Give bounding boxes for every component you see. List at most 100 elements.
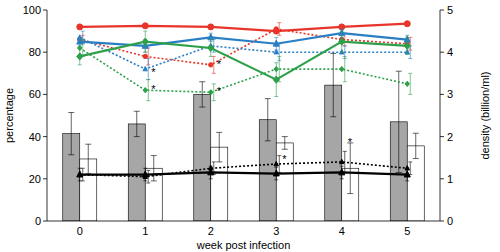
marker — [143, 54, 147, 58]
tick — [440, 10, 444, 11]
marker — [78, 45, 82, 50]
tick-label: 2 — [208, 225, 214, 237]
axis-title: density (billion/ml) — [479, 71, 491, 159]
error-bar — [347, 143, 353, 194]
tick-label: 3 — [273, 225, 279, 237]
tick — [43, 136, 47, 137]
tick-label: 0 — [77, 225, 83, 237]
line — [80, 42, 408, 80]
marker — [339, 38, 345, 45]
tick-label: 5 — [404, 225, 410, 237]
line — [80, 48, 408, 92]
marker — [273, 170, 279, 176]
error-bar — [405, 22, 409, 26]
tick — [43, 10, 47, 11]
error-bar — [68, 113, 74, 155]
axis-title: week post infection — [196, 239, 291, 251]
tick — [43, 94, 47, 95]
marker — [274, 66, 278, 71]
marker — [142, 38, 148, 45]
error-bar — [78, 168, 82, 181]
marker — [208, 44, 214, 51]
error-bar — [209, 166, 213, 179]
marker — [143, 88, 147, 93]
marker — [404, 171, 410, 177]
error-bar — [405, 37, 409, 54]
error-bar — [78, 25, 82, 29]
tick-label: 2 — [447, 131, 453, 143]
marker — [274, 50, 278, 54]
marker — [77, 171, 83, 177]
error-bar — [265, 99, 271, 141]
marker — [78, 35, 82, 39]
bar — [128, 124, 145, 221]
tick — [440, 94, 444, 95]
line — [80, 29, 408, 65]
marker — [209, 63, 213, 67]
tick-label: 3 — [447, 88, 453, 100]
tick — [440, 136, 444, 137]
marker — [209, 90, 213, 95]
marker — [78, 172, 82, 176]
line — [80, 33, 408, 46]
annotation: * — [151, 66, 156, 78]
tick-label: 100 — [23, 4, 41, 16]
marker — [339, 169, 345, 175]
marker — [273, 40, 279, 46]
error-bar — [396, 71, 402, 172]
marker — [143, 174, 147, 178]
error-bar — [151, 156, 157, 181]
error-bar — [209, 25, 213, 29]
tick — [440, 52, 444, 53]
annotation: * — [151, 83, 156, 95]
error-bar — [85, 144, 91, 174]
tick-label: 20 — [29, 173, 41, 185]
error-bar — [199, 82, 205, 107]
line — [80, 162, 408, 177]
marker — [340, 159, 344, 163]
bar — [276, 143, 293, 221]
error-bar — [282, 137, 288, 150]
error-bar — [340, 25, 344, 29]
line — [80, 24, 408, 31]
marker — [274, 27, 278, 31]
annotation: * — [217, 58, 222, 70]
marker — [404, 42, 410, 49]
marker — [405, 166, 409, 170]
tick — [440, 221, 444, 222]
marker — [405, 81, 409, 86]
tick-label: 40 — [29, 131, 41, 143]
tick-label: 0 — [35, 215, 41, 227]
error-bar — [330, 53, 336, 116]
marker — [404, 21, 410, 27]
plot-area — [63, 21, 425, 221]
error-bar — [413, 133, 419, 158]
marker — [208, 34, 214, 40]
tick-label: 60 — [29, 88, 41, 100]
error-bar — [274, 63, 278, 97]
marker — [340, 66, 344, 71]
marker — [142, 23, 148, 29]
annotation: * — [217, 85, 222, 97]
error-bar — [143, 31, 147, 52]
tick — [43, 178, 47, 179]
marker — [208, 24, 214, 30]
marker — [143, 66, 147, 70]
tick-label: 0 — [447, 215, 453, 227]
tick-label: 80 — [29, 46, 41, 58]
tick — [43, 52, 47, 53]
error-bar — [209, 40, 213, 57]
bar — [194, 94, 211, 221]
tick — [440, 178, 444, 179]
marker — [209, 166, 213, 170]
error-bar — [340, 31, 344, 52]
axis-title: percentage — [3, 88, 15, 143]
error-bar — [143, 24, 147, 28]
error-bar — [134, 111, 140, 136]
marker — [77, 24, 83, 30]
chart: 020406080100012345012345week post infect… — [0, 0, 500, 252]
marker — [274, 161, 278, 165]
axis-line — [47, 10, 440, 221]
tick-label: 4 — [447, 46, 453, 58]
tick-label: 1 — [142, 225, 148, 237]
